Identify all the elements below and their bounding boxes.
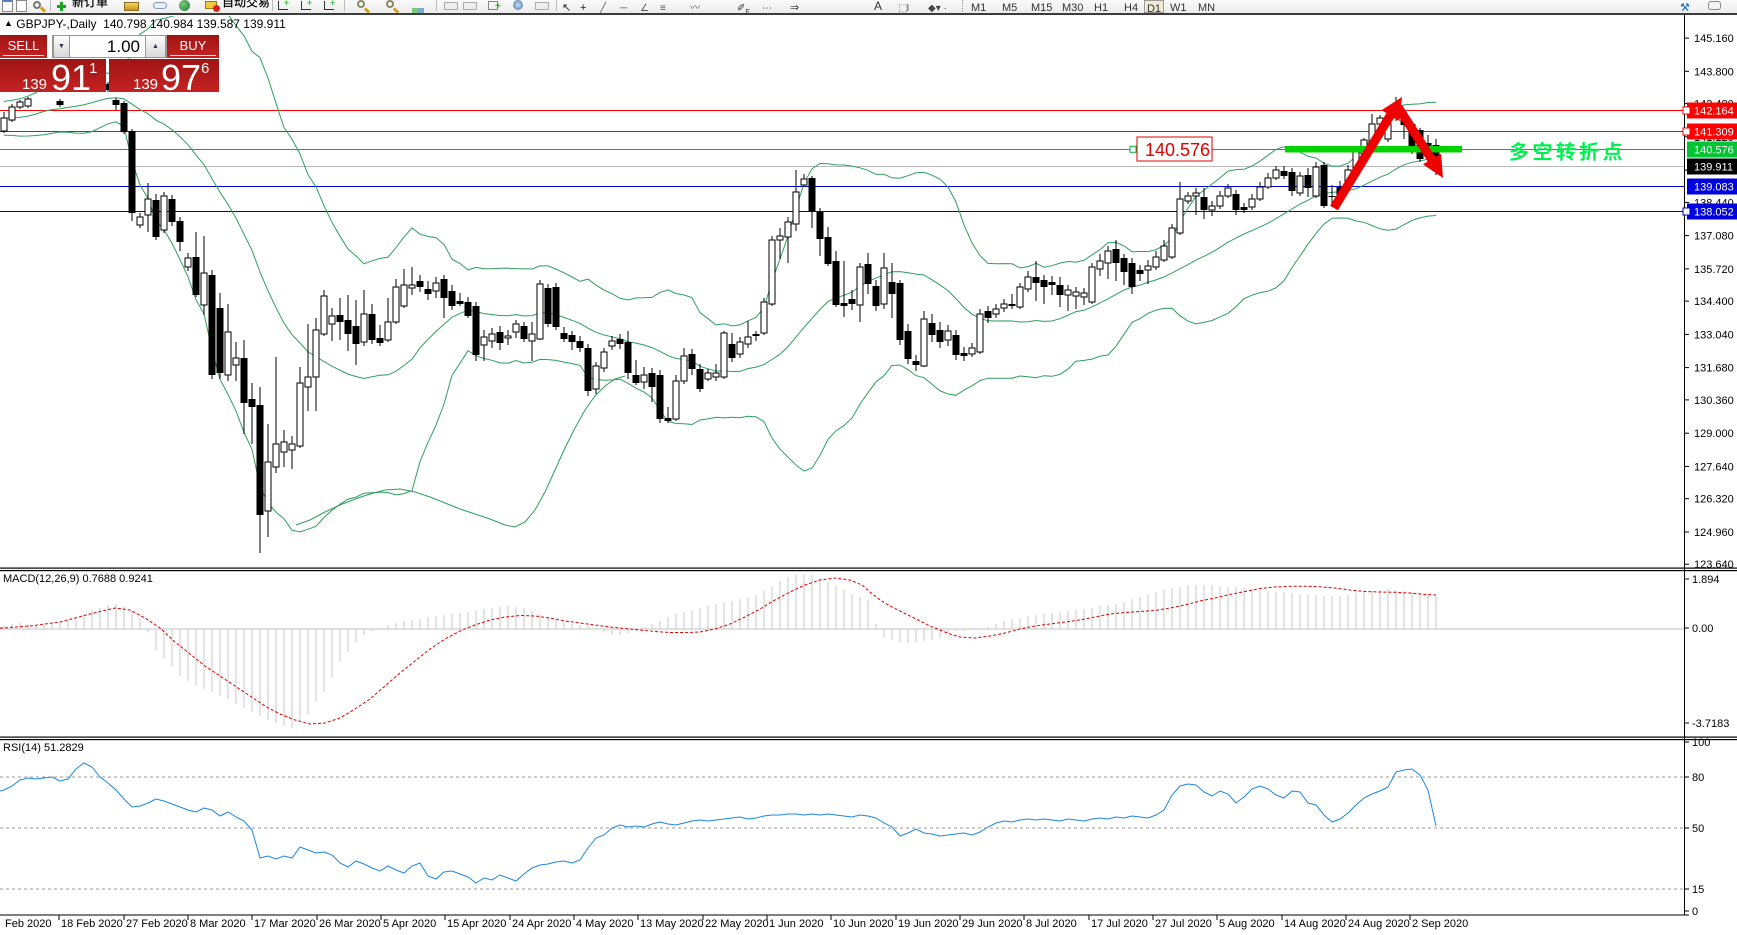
svg-text:10 Jun 2020: 10 Jun 2020 [833, 918, 894, 930]
svg-text:24 Apr 2020: 24 Apr 2020 [512, 918, 571, 930]
svg-text:135.720: 135.720 [1694, 264, 1734, 276]
svg-text:13 May 2020: 13 May 2020 [640, 918, 704, 930]
svg-text:141.309: 141.309 [1694, 127, 1734, 139]
svg-text:139.083: 139.083 [1694, 182, 1734, 194]
svg-text:80: 80 [1692, 772, 1704, 784]
svg-text:134.400: 134.400 [1694, 296, 1734, 308]
svg-text:138.052: 138.052 [1694, 207, 1734, 219]
svg-text:142.164: 142.164 [1694, 106, 1734, 118]
svg-text:143.800: 143.800 [1694, 66, 1734, 78]
svg-text:4 May 2020: 4 May 2020 [576, 918, 633, 930]
svg-text:29 Jun 2020: 29 Jun 2020 [962, 918, 1023, 930]
svg-text:130.360: 130.360 [1694, 395, 1734, 407]
svg-text:24 Aug 2020: 24 Aug 2020 [1348, 918, 1410, 930]
svg-text:145.160: 145.160 [1694, 33, 1734, 45]
svg-text:Feb 2020: Feb 2020 [5, 918, 51, 930]
svg-text:-3.7183: -3.7183 [1692, 718, 1729, 730]
svg-text:22 May 2020: 22 May 2020 [705, 918, 769, 930]
svg-text:129.000: 129.000 [1694, 428, 1734, 440]
svg-text:8 Mar 2020: 8 Mar 2020 [190, 918, 246, 930]
svg-text:50: 50 [1692, 823, 1704, 835]
svg-text:139.911: 139.911 [1694, 162, 1733, 174]
svg-text:27 Jul 2020: 27 Jul 2020 [1155, 918, 1212, 930]
svg-text:14 Aug 2020: 14 Aug 2020 [1284, 918, 1346, 930]
svg-text:1.894: 1.894 [1692, 574, 1720, 586]
svg-text:RSI(14) 51.2829: RSI(14) 51.2829 [3, 742, 84, 754]
svg-text:0: 0 [1692, 906, 1698, 918]
svg-text:123.640: 123.640 [1694, 559, 1734, 571]
svg-text:18 Feb 2020: 18 Feb 2020 [61, 918, 123, 930]
svg-text:126.320: 126.320 [1694, 494, 1734, 506]
svg-text:1 Jun 2020: 1 Jun 2020 [769, 918, 823, 930]
svg-text:8 Jul 2020: 8 Jul 2020 [1026, 918, 1077, 930]
svg-text:124.960: 124.960 [1694, 527, 1734, 539]
svg-text:127.640: 127.640 [1694, 461, 1734, 473]
svg-text:2 Sep 2020: 2 Sep 2020 [1412, 918, 1468, 930]
svg-text:17 Jul 2020: 17 Jul 2020 [1091, 918, 1148, 930]
svg-text:15 Apr 2020: 15 Apr 2020 [447, 918, 506, 930]
svg-text:5 Apr 2020: 5 Apr 2020 [383, 918, 436, 930]
svg-text:140.576: 140.576 [1694, 145, 1734, 157]
svg-text:17 Mar 2020: 17 Mar 2020 [254, 918, 316, 930]
svg-text:100: 100 [1692, 737, 1710, 749]
svg-text:0.00: 0.00 [1692, 623, 1713, 635]
svg-text:137.080: 137.080 [1694, 231, 1734, 243]
svg-text:26 Mar 2020: 26 Mar 2020 [319, 918, 381, 930]
svg-text:140.576: 140.576 [1145, 140, 1210, 160]
svg-text:MACD(12,26,9) 0.7688 0.9241: MACD(12,26,9) 0.7688 0.9241 [3, 573, 153, 585]
svg-text:133.040: 133.040 [1694, 329, 1734, 341]
svg-text:27 Feb 2020: 27 Feb 2020 [126, 918, 188, 930]
svg-text:19 Jun 2020: 19 Jun 2020 [898, 918, 959, 930]
svg-text:131.680: 131.680 [1694, 363, 1734, 375]
svg-text:5 Aug 2020: 5 Aug 2020 [1219, 918, 1275, 930]
svg-text:15: 15 [1692, 884, 1704, 896]
